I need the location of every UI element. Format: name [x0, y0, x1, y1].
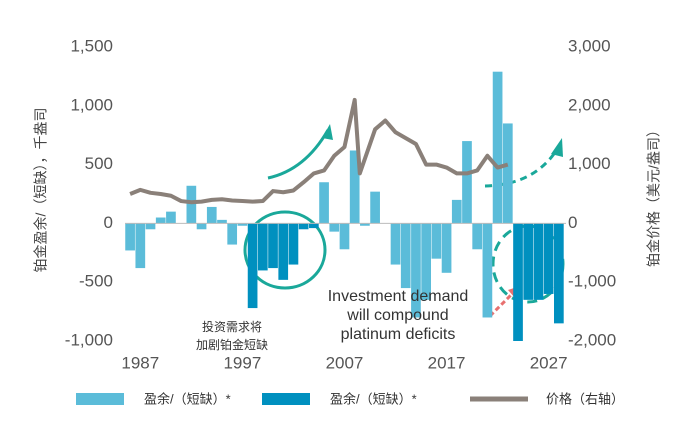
bar — [421, 223, 431, 300]
arrow-head — [322, 124, 333, 140]
legend-swatch — [76, 393, 124, 405]
x-tick-label: 2027 — [530, 353, 568, 372]
bar — [319, 182, 329, 224]
annotation: 投资需求将 — [202, 319, 262, 334]
bar — [502, 123, 513, 224]
bar — [339, 223, 350, 250]
highlight-circle — [243, 210, 327, 290]
bar — [390, 223, 401, 265]
bar — [309, 223, 319, 229]
arrow — [488, 290, 516, 318]
annotation: will compound — [346, 307, 448, 324]
bar — [523, 223, 534, 300]
bar — [543, 223, 554, 294]
bar — [329, 223, 340, 232]
y2-tick-label: -2,000 — [568, 330, 616, 349]
y2-tick-label: -1,000 — [568, 272, 616, 291]
bar — [155, 217, 166, 224]
bar — [472, 223, 483, 250]
bar — [166, 211, 176, 224]
bar — [125, 223, 135, 251]
bar — [533, 223, 544, 300]
y-tick-label: 500 — [85, 154, 113, 173]
bar — [135, 223, 146, 269]
legend-swatch — [262, 393, 310, 405]
bar — [247, 223, 258, 309]
bar — [431, 223, 442, 259]
y-tick-label: -1,000 — [65, 330, 113, 349]
bar — [370, 191, 380, 224]
bar — [298, 223, 309, 230]
arrow-head — [551, 138, 563, 157]
price-line — [129, 97, 509, 205]
bar — [349, 150, 360, 224]
y-tick-label: 0 — [104, 213, 113, 232]
arrow — [484, 147, 560, 188]
annotation: Investment demand — [328, 288, 469, 305]
bar — [237, 223, 248, 226]
annotation: platinum deficits — [341, 326, 456, 343]
y-tick-label: -500 — [79, 272, 113, 291]
y2-tick-label: 3,000 — [568, 36, 611, 55]
bar — [196, 223, 207, 230]
bar — [278, 223, 289, 280]
bar — [360, 223, 370, 226]
bar — [268, 223, 278, 269]
y-tick-label: 1,500 — [70, 36, 113, 55]
y-axis-label: 铂金盈余/（短缺），千盎司 — [33, 108, 49, 273]
x-tick-label: 1987 — [121, 353, 159, 372]
bar — [288, 223, 299, 265]
bar — [451, 199, 462, 224]
y2-tick-label: 0 — [568, 213, 577, 232]
y2-tick-label: 2,000 — [568, 95, 611, 114]
bar — [400, 223, 411, 289]
bar — [482, 223, 493, 318]
legend-label: 盈余/（短缺）* — [330, 391, 417, 406]
annotation: 加剧铂金短缺 — [196, 337, 268, 352]
legend-label: 价格（右轴） — [546, 391, 624, 406]
bar — [186, 185, 197, 224]
bar — [411, 223, 421, 318]
y-tick-label: 1,000 — [70, 95, 113, 114]
bar — [145, 223, 156, 230]
bar — [206, 206, 217, 224]
y2-tick-label: 1,000 — [568, 154, 611, 173]
bar — [441, 223, 452, 273]
bar — [257, 223, 268, 271]
bar — [554, 223, 564, 324]
legend-label: 盈余/（短缺）* — [144, 391, 231, 406]
bar — [227, 223, 238, 245]
x-tick-label: 2007 — [326, 353, 364, 372]
y2-axis-label: 铂金价格（美元/盎司） — [646, 123, 662, 267]
bar — [462, 141, 472, 224]
bar — [217, 219, 227, 224]
x-tick-label: 1997 — [223, 353, 261, 372]
bar — [513, 223, 523, 341]
x-tick-label: 2017 — [428, 353, 466, 372]
bar — [492, 71, 503, 224]
